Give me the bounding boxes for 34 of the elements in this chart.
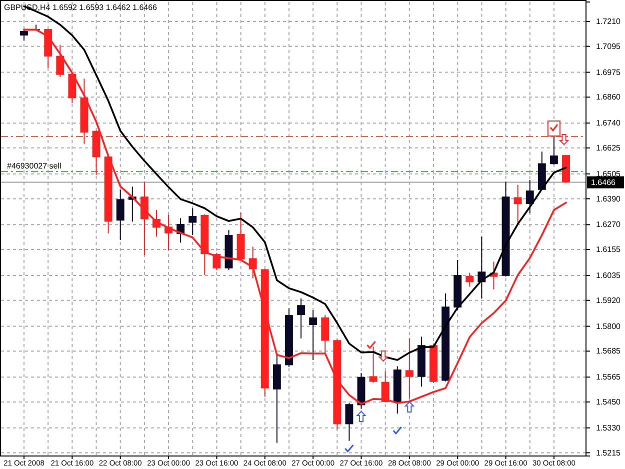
y-tick-label: 1.5565: [596, 372, 622, 382]
ref-line-label: 1.6466: [591, 178, 616, 188]
y-tick-label: 1.6740: [596, 118, 622, 128]
candlestick: [405, 338, 414, 399]
candlestick: [56, 44, 64, 78]
candlestick: [369, 346, 378, 384]
y-tick-label: 1.6860: [596, 92, 622, 102]
y-tick-label: 1.6505: [596, 169, 622, 178]
y-tick-label: 1.6155: [596, 245, 622, 254]
ref-line-label: #46930027 sell: [7, 161, 62, 170]
candlestick: [188, 208, 197, 236]
y-tick-label: 1.6035: [596, 271, 622, 280]
candlestick: [345, 402, 354, 442]
y-tick-label: 1.5920: [596, 296, 622, 305]
candlestick: [140, 181, 148, 256]
y-tick-label: 1.5215: [596, 448, 622, 458]
candlestick: [514, 184, 522, 226]
candlestick: [309, 310, 318, 361]
y-tick-label: 1.7210: [596, 17, 622, 26]
y-tick-label: 1.5450: [596, 398, 622, 407]
y-tick-label: 1.5800: [596, 322, 622, 331]
y-tick-label: 1.6390: [596, 194, 622, 204]
y-tick-label: 1.6625: [596, 143, 622, 152]
candlestick: [526, 179, 534, 214]
candlestick: [321, 314, 330, 355]
y-tick-label: 1.6270: [596, 220, 622, 230]
y-tick-label: 1.5685: [596, 346, 622, 356]
y-tick-label: 1.7095: [596, 42, 622, 51]
candlestick: [550, 136, 558, 166]
candlestick: [466, 272, 474, 288]
y-tick-label: 1.6975: [596, 68, 622, 77]
candlestick: [116, 189, 124, 241]
candlestick: [297, 298, 305, 339]
y-tick-label: 1.5330: [596, 423, 622, 432]
